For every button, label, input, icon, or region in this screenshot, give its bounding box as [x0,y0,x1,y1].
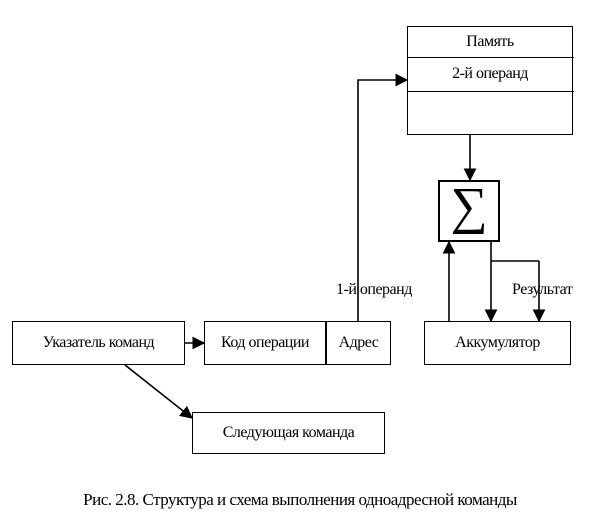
opcode-box: Код операции [204,321,326,365]
figure-caption: Рис. 2.8. Структура и схема выполнения о… [0,490,600,510]
next-label: Следующая команда [223,425,355,442]
result-label: Результат [512,281,572,299]
memory-box: Память 2-й операнд [407,26,573,135]
edge-ptr-to-next [125,365,192,418]
addr-label: Адрес [339,335,379,352]
next-box: Следующая команда [192,412,385,454]
addr-box: Адрес [326,321,391,365]
sigma-box: ∑ [438,180,500,242]
memory-title: Память [466,34,513,51]
cmdptr-label: Указатель команд [43,335,154,352]
cmdptr-box: Указатель команд [12,321,185,365]
memory-operand2: 2-й операнд [452,66,528,83]
operand1-label: 1-й операнд [336,281,412,299]
sigma-glyph: ∑ [450,181,487,233]
opcode-label: Код операции [221,335,309,352]
diagram-stage: Память 2-й операнд ∑ Указатель команд Ко… [0,0,600,522]
memory-row-divider-bottom [407,91,574,92]
acc-label: Аккумулятор [455,335,540,352]
acc-box: Аккумулятор [424,321,571,365]
